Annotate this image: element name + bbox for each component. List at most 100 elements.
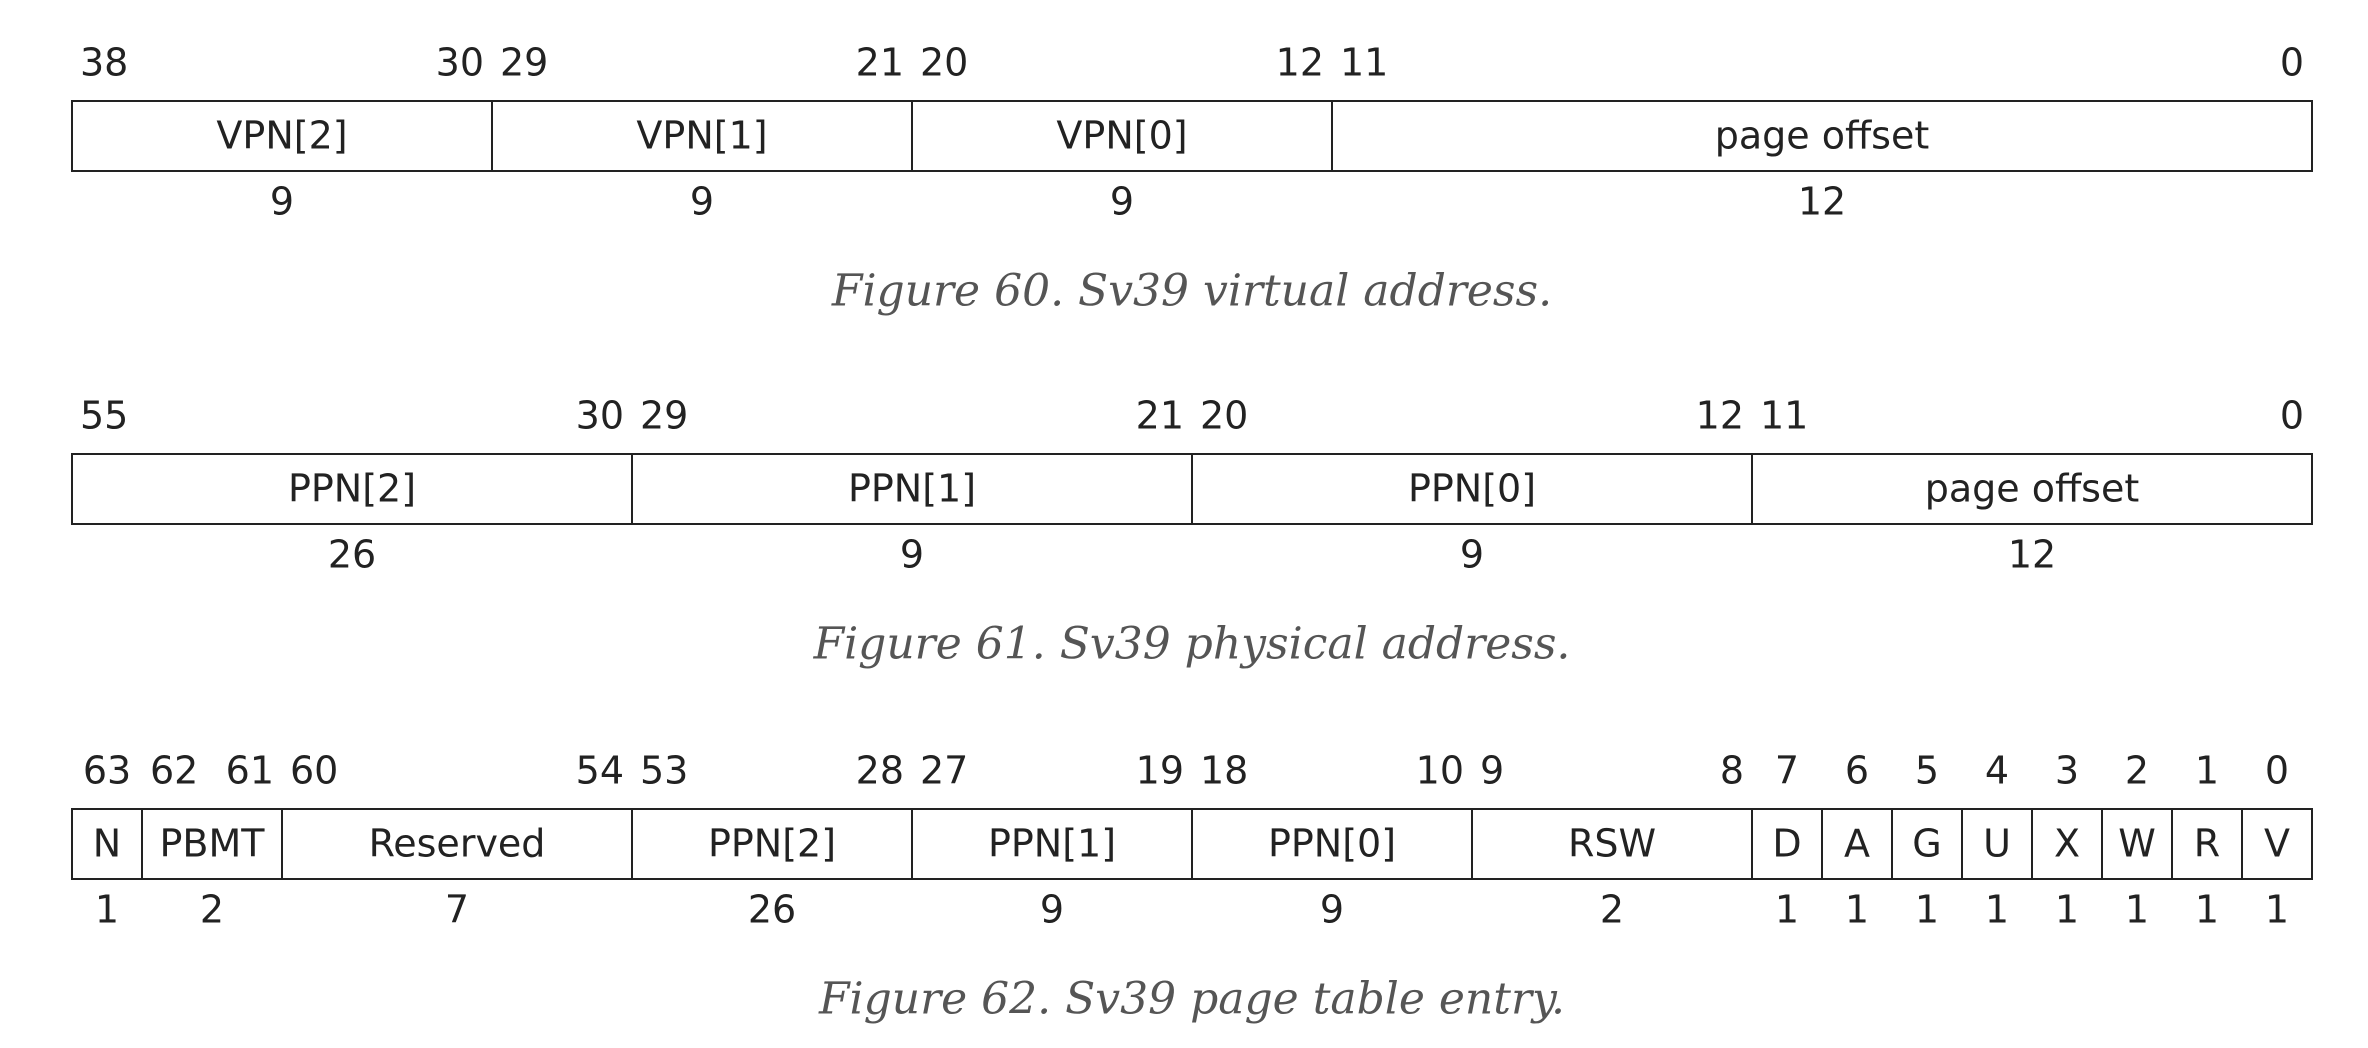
- bit-number: 21: [856, 41, 904, 85]
- field-width: 9: [270, 180, 294, 224]
- bit-number: 27: [920, 749, 968, 793]
- field-width: 1: [2195, 888, 2219, 932]
- bit-number: 8: [1720, 749, 1744, 793]
- field-box: [1961, 808, 2033, 880]
- field-width: 7: [445, 888, 469, 932]
- field-width: 9: [1040, 888, 1064, 932]
- bit-number: 19: [1136, 749, 1184, 793]
- bit-number: 20: [920, 41, 968, 85]
- field-width: 9: [1460, 533, 1484, 577]
- bit-number: 60: [290, 749, 338, 793]
- field-box: [1331, 100, 2313, 172]
- figure-caption: Figure 61. Sv39 physical address.: [813, 619, 1571, 670]
- field-name: VPN[0]: [1056, 114, 1187, 158]
- field-box: [141, 808, 283, 880]
- bit-number: 63: [83, 749, 131, 793]
- field-box: [1191, 808, 1473, 880]
- bit-number: 62: [150, 749, 198, 793]
- field-width: 9: [1320, 888, 1344, 932]
- field-name: PPN[1]: [848, 467, 976, 511]
- bit-number: 12: [1696, 394, 1744, 438]
- bit-number: 29: [640, 394, 688, 438]
- field-box: [71, 100, 493, 172]
- field-name: V: [2264, 822, 2290, 866]
- field-box: [2171, 808, 2243, 880]
- field-box: [2101, 808, 2173, 880]
- bit-number: 18: [1200, 749, 1248, 793]
- field-width: 1: [2125, 888, 2149, 932]
- field-width: 26: [748, 888, 796, 932]
- field-width: 12: [2008, 533, 2056, 577]
- bit-number: 11: [1340, 41, 1388, 85]
- bit-number: 1: [2195, 749, 2219, 793]
- field-name: page offset: [1925, 467, 2140, 511]
- bit-number: 9: [1480, 749, 1504, 793]
- bit-number: 0: [2280, 41, 2304, 85]
- bit-number: 61: [226, 749, 274, 793]
- field-name: VPN[2]: [216, 114, 347, 158]
- field-width: 9: [900, 533, 924, 577]
- bit-number: 4: [1985, 749, 2009, 793]
- field-name: X: [2054, 822, 2080, 866]
- field-name: PPN[1]: [988, 822, 1116, 866]
- bit-number: 21: [1136, 394, 1184, 438]
- bit-number: 54: [576, 749, 624, 793]
- figure-caption: Figure 62. Sv39 page table entry.: [818, 974, 1565, 1025]
- field-width: 26: [328, 533, 376, 577]
- field-box: [2031, 808, 2103, 880]
- bit-number: 2: [2125, 749, 2149, 793]
- field-width: 9: [1110, 180, 1134, 224]
- bit-number: 20: [1200, 394, 1248, 438]
- field-name: PPN[2]: [708, 822, 836, 866]
- field-box: [71, 453, 633, 525]
- field-name: PPN[0]: [1268, 822, 1396, 866]
- field-width: 9: [690, 180, 714, 224]
- bit-number: 30: [576, 394, 624, 438]
- field-name: A: [1844, 822, 1870, 866]
- field-name: Reserved: [369, 822, 546, 866]
- field-name: D: [1772, 822, 1801, 866]
- field-name: W: [2118, 822, 2156, 866]
- field-box: [2241, 808, 2313, 880]
- bit-number: 11: [1760, 394, 1808, 438]
- bit-number: 3: [2055, 749, 2079, 793]
- field-name: PPN[0]: [1408, 467, 1536, 511]
- field-name: PBMT: [160, 822, 266, 866]
- field-width: 1: [2265, 888, 2289, 932]
- bit-number: 6: [1845, 749, 1869, 793]
- field-box: [1191, 453, 1753, 525]
- field-width: 1: [1915, 888, 1939, 932]
- field-box: [631, 453, 1193, 525]
- bit-number: 7: [1775, 749, 1799, 793]
- field-name: page offset: [1715, 114, 1930, 158]
- field-width: 1: [2055, 888, 2079, 932]
- field-width: 12: [1798, 180, 1846, 224]
- field-box: [1891, 808, 1963, 880]
- bit-number: 30: [436, 41, 484, 85]
- bit-number: 0: [2280, 394, 2304, 438]
- field-name: G: [1912, 822, 1941, 866]
- bit-number: 29: [500, 41, 548, 85]
- field-name: N: [93, 822, 121, 866]
- figure-caption: Figure 60. Sv39 virtual address.: [831, 266, 1552, 317]
- bit-number: 38: [80, 41, 128, 85]
- field-box: [631, 808, 913, 880]
- field-box: [911, 100, 1333, 172]
- field-box: [911, 808, 1193, 880]
- bit-number: 53: [640, 749, 688, 793]
- field-box: [491, 100, 913, 172]
- field-width: 1: [1845, 888, 1869, 932]
- bit-number: 5: [1915, 749, 1939, 793]
- field-name: PPN[2]: [288, 467, 416, 511]
- field-name: RSW: [1568, 822, 1656, 866]
- bit-number: 55: [80, 394, 128, 438]
- bit-number: 10: [1416, 749, 1464, 793]
- field-width: 1: [95, 888, 119, 932]
- field-box: [1751, 808, 1823, 880]
- field-name: R: [2194, 822, 2220, 866]
- field-box: [1821, 808, 1893, 880]
- field-width: 2: [1600, 888, 1624, 932]
- field-name: VPN[1]: [636, 114, 767, 158]
- field-width: 1: [1985, 888, 2009, 932]
